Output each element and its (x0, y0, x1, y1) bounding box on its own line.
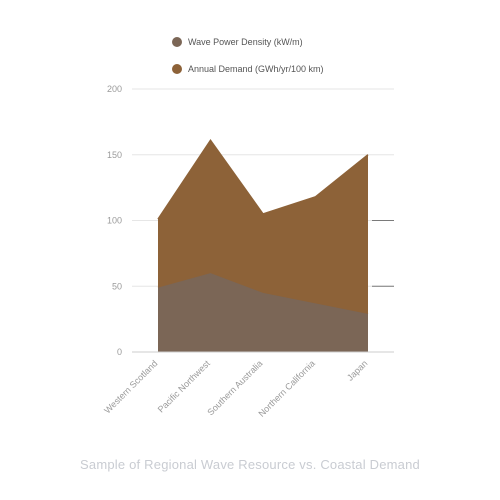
legend-label-wave-power: Wave Power Density (kW/m) (188, 37, 303, 47)
y-tick-label-150: 150 (107, 150, 122, 160)
legend-item-wave-power[interactable]: Wave Power Density (kW/m) (172, 37, 303, 47)
legend-label-annual-demand: Annual Demand (GWh/yr/100 km) (188, 64, 324, 74)
series-area-1 (158, 140, 368, 314)
y-tick-label-0: 0 (117, 347, 122, 357)
series-area-0 (158, 273, 368, 352)
y-tick-label-100: 100 (107, 216, 122, 226)
legend-swatch-wave-power (172, 37, 182, 47)
chart-title: Sample of Regional Wave Resource vs. Coa… (80, 457, 420, 472)
x-tick-label-1: Pacific Northwest (156, 358, 213, 415)
legend-swatch-annual-demand (172, 64, 182, 74)
y-tick-label-50: 50 (112, 281, 122, 291)
legend-item-annual-demand[interactable]: Annual Demand (GWh/yr/100 km) (172, 64, 324, 74)
x-tick-label-4: Japan (345, 358, 369, 382)
x-tick-label-2: Southern Australia (205, 358, 264, 417)
x-tick-label-0: Western Scotland (102, 358, 159, 415)
x-tick-label-3: Northern California (256, 358, 316, 418)
y-tick-label-200: 200 (107, 84, 122, 94)
